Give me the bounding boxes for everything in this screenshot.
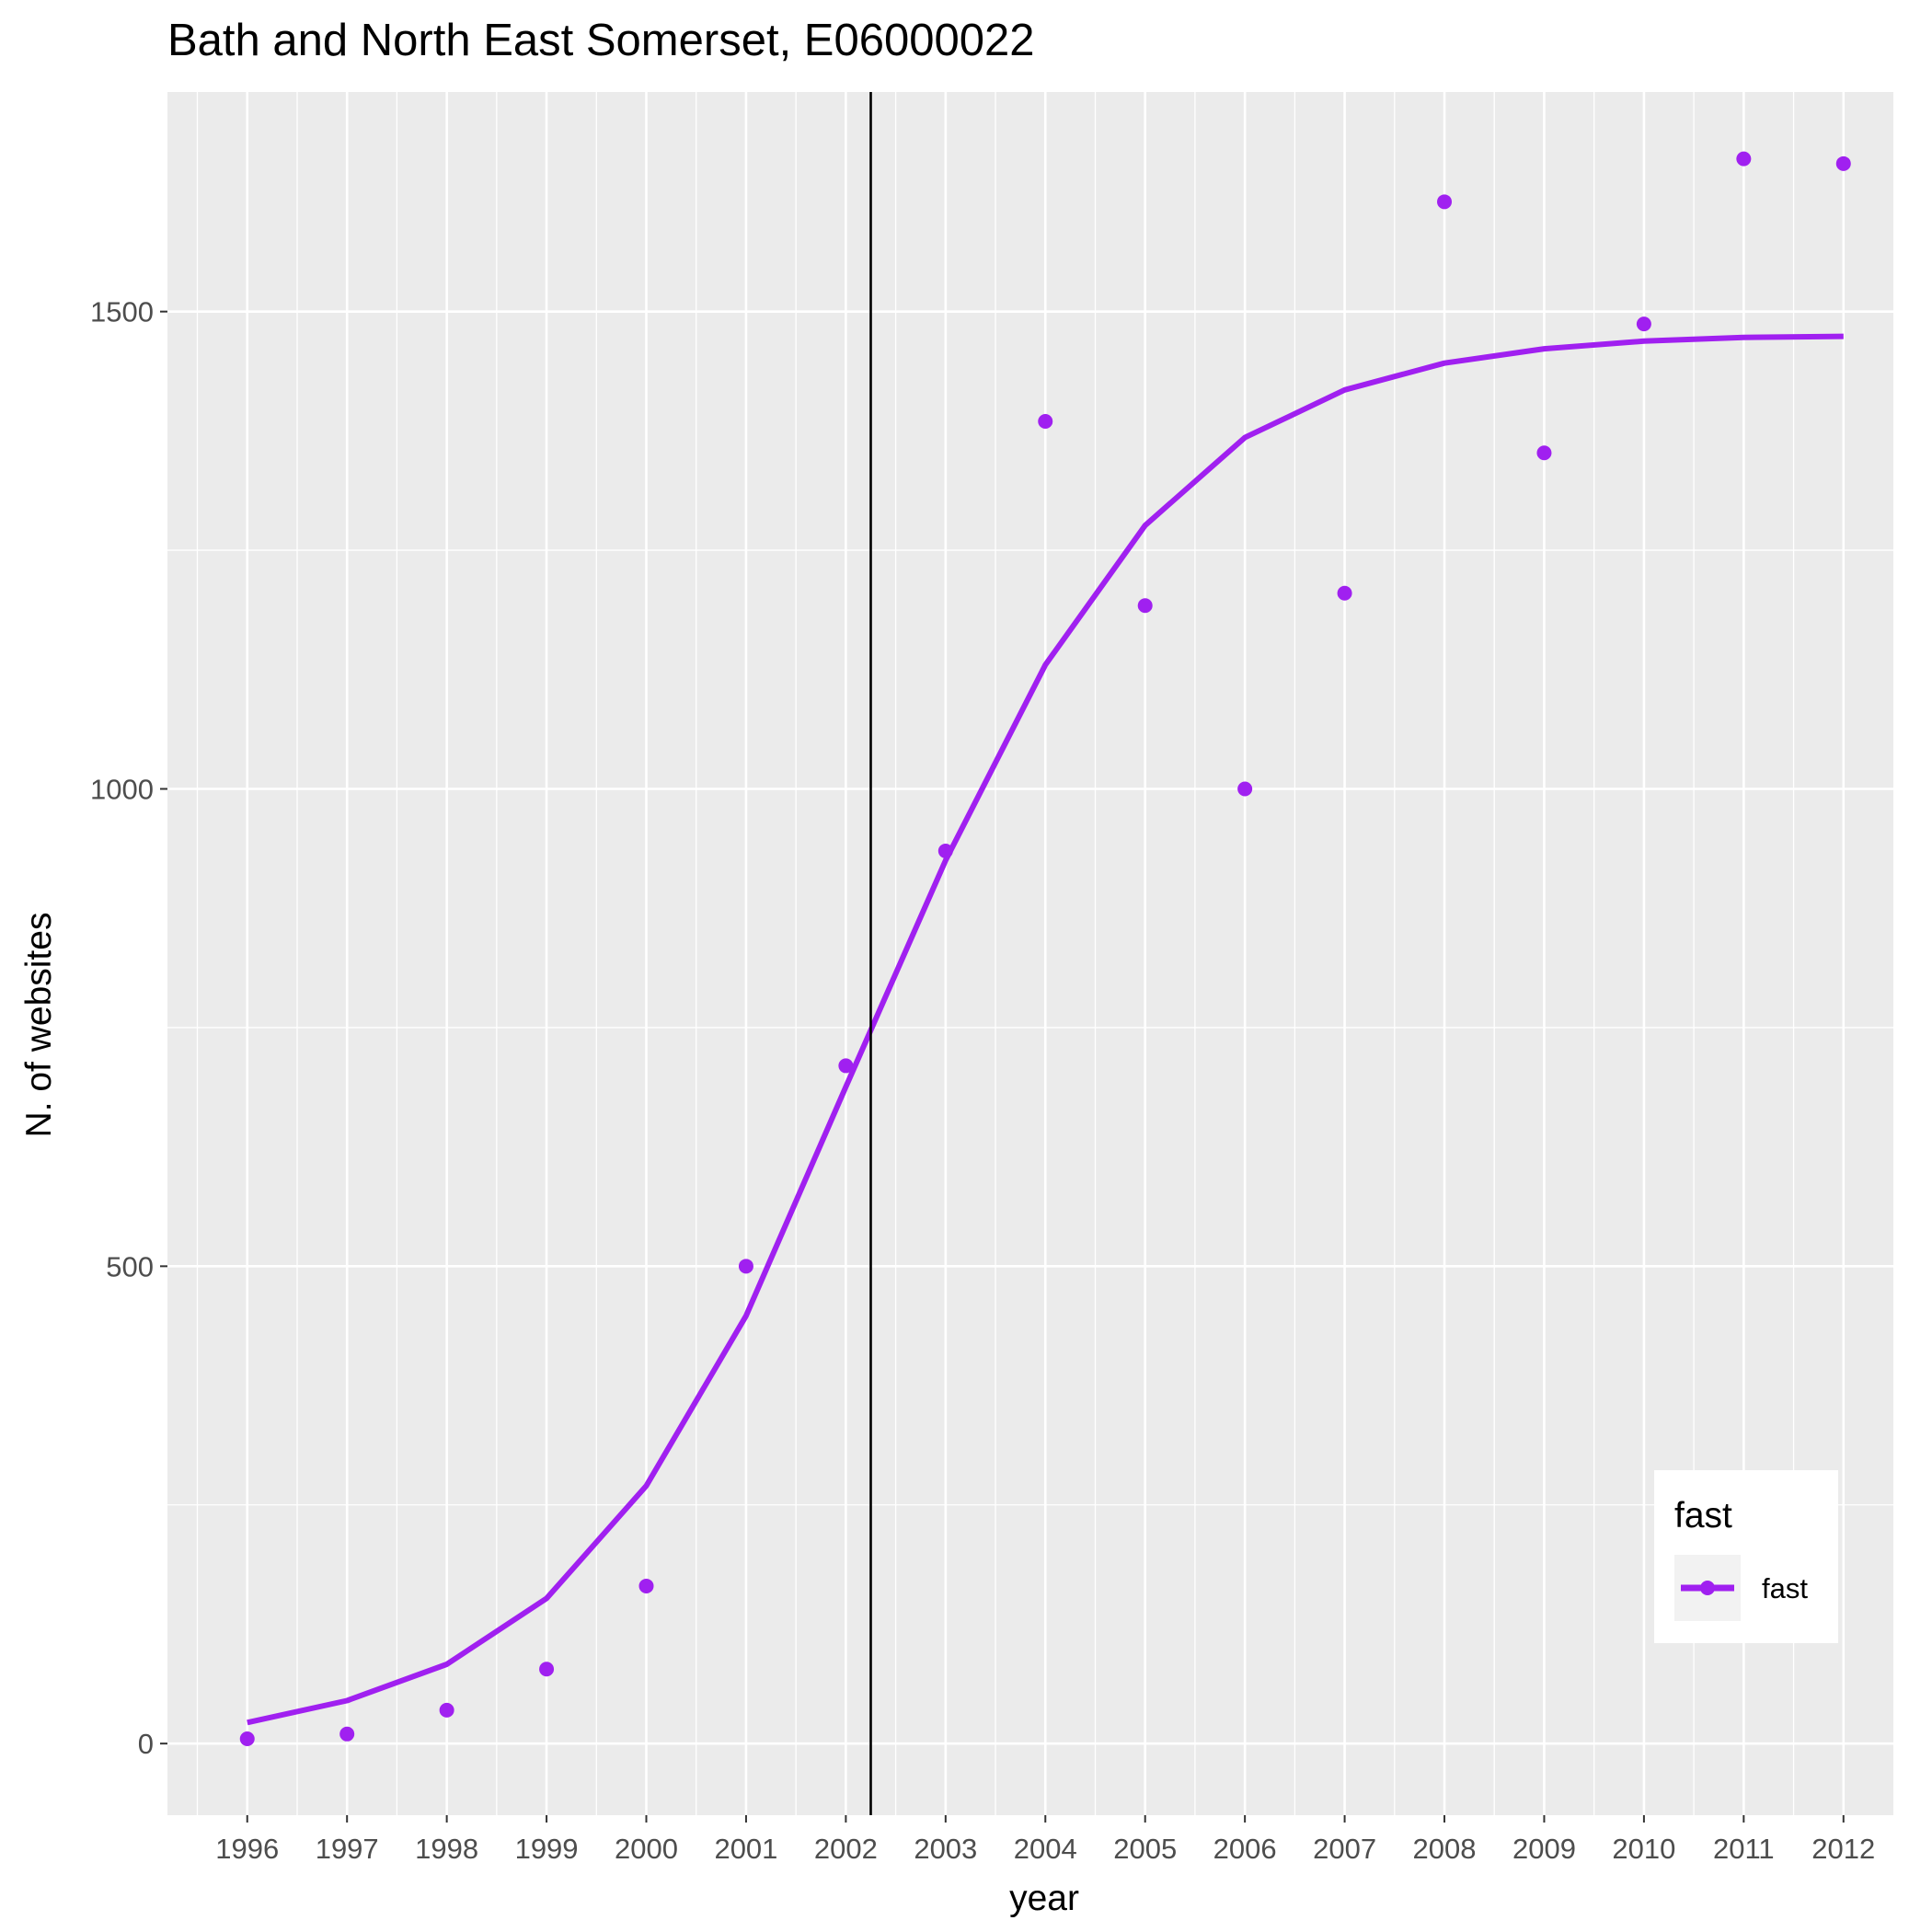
y-tick-label: 500 (106, 1250, 154, 1282)
x-tick-label: 2000 (615, 1833, 678, 1865)
x-tick-label: 2005 (1113, 1833, 1177, 1865)
major-gridlines (167, 92, 1893, 1815)
fitted-line-layer (247, 333, 1844, 1726)
legend-key-point (1700, 1581, 1715, 1595)
x-tick-label: 1996 (215, 1833, 279, 1865)
data-point-fast (1636, 316, 1651, 332)
fitted-line-fast (247, 333, 1844, 1726)
data-point-fast (838, 1058, 854, 1074)
x-tick-label: 1997 (316, 1833, 379, 1865)
x-tick-label: 2003 (914, 1833, 977, 1865)
x-tick-label: 1999 (515, 1833, 579, 1865)
y-axis-title: N. of websites (19, 913, 59, 1138)
x-tick-label: 2001 (714, 1833, 777, 1865)
data-point-fast (937, 843, 953, 858)
data-point-fast (1536, 445, 1552, 461)
data-point-fast (1736, 151, 1752, 167)
data-point-fast (638, 1578, 654, 1593)
x-tick-label: 2011 (1713, 1833, 1775, 1865)
legend-entry-fast: fast (1762, 1572, 1808, 1604)
legend: fast fast (1654, 1470, 1838, 1643)
data-point-fast (439, 1702, 454, 1718)
x-tick-label: 2010 (1612, 1833, 1675, 1865)
data-point-fast (1038, 413, 1053, 429)
x-tick-label: 2004 (1014, 1833, 1077, 1865)
y-axis-ticks: 0 500 1000 1500 (90, 296, 167, 1760)
data-point-fast (1137, 598, 1153, 614)
x-tick-label: 2006 (1213, 1833, 1277, 1865)
legend-title: fast (1674, 1496, 1732, 1535)
data-points-layer (239, 151, 1851, 1746)
data-point-fast (1437, 194, 1453, 210)
data-point-fast (738, 1259, 753, 1274)
data-point-fast (539, 1662, 555, 1677)
y-tick-label: 1500 (90, 296, 154, 328)
x-axis-title: year (1009, 1879, 1079, 1918)
plot-panel (167, 92, 1893, 1815)
x-tick-label: 2007 (1313, 1833, 1376, 1865)
x-tick-label: 2008 (1413, 1833, 1477, 1865)
x-axis-ticks: 1996 1997 1998 1999 2000 2001 2002 2003 2004 2005… (215, 1815, 1875, 1865)
data-point-fast (339, 1726, 355, 1742)
chart-title: Bath and North East Somerset, E06000022 (167, 16, 1034, 65)
data-point-fast (1337, 585, 1352, 601)
x-tick-label: 2009 (1512, 1833, 1576, 1865)
data-point-fast (1237, 781, 1253, 797)
data-point-fast (1835, 155, 1851, 171)
y-tick-label: 1000 (90, 774, 154, 806)
y-tick-label: 0 (138, 1728, 154, 1760)
x-tick-label: 1998 (415, 1833, 478, 1865)
x-tick-label: 2012 (1811, 1833, 1875, 1865)
data-point-fast (239, 1731, 255, 1746)
x-tick-label: 2002 (814, 1833, 878, 1865)
